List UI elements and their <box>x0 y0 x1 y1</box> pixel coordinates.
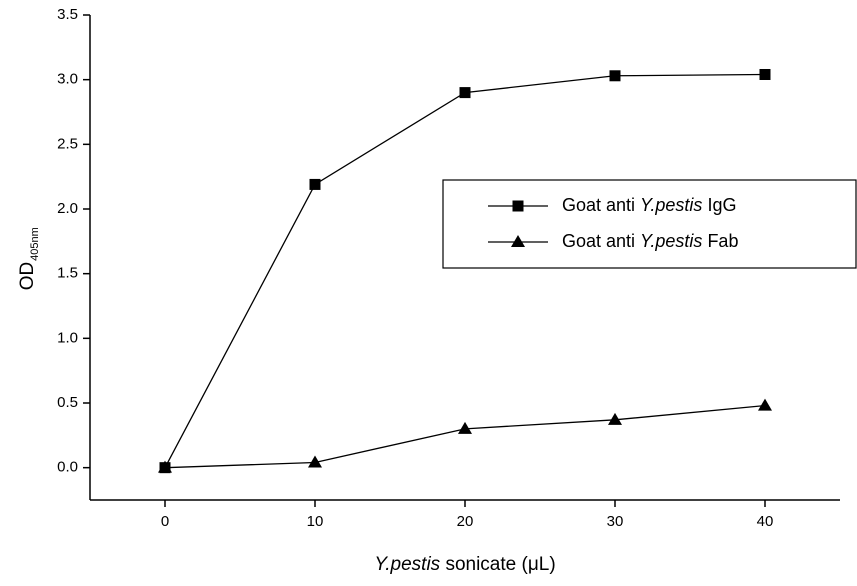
legend-box <box>442 179 857 269</box>
marker-triangle <box>308 455 322 468</box>
legend-label: Goat anti Y.pestis Fab <box>562 231 738 251</box>
marker-square <box>309 178 321 190</box>
y-tick-label: 1.0 <box>57 329 78 346</box>
y-tick-label: 2.0 <box>57 200 78 217</box>
series-line <box>164 404 766 469</box>
y-tick-label: 2.5 <box>57 135 78 152</box>
y-axis-label-subscript: 405nm <box>29 227 41 261</box>
x-tick-label: 0 <box>161 513 169 530</box>
series-line <box>164 73 766 468</box>
y-tick-label: 3.0 <box>57 71 78 88</box>
x-tick-label: 20 <box>457 513 474 530</box>
marker-triangle <box>758 398 772 411</box>
y-axis-label-main: OD <box>17 262 38 291</box>
marker-triangle <box>608 412 622 425</box>
marker-square <box>609 70 621 82</box>
x-tick-label: 30 <box>607 513 624 530</box>
y-tick-label: 0.5 <box>57 394 78 411</box>
x-axis-label: Y.pestis sonicate (μL) <box>374 554 555 575</box>
marker-triangle <box>458 421 472 434</box>
marker-square <box>759 68 771 80</box>
y-tick-label: 3.5 <box>57 6 78 23</box>
marker-square <box>459 87 471 99</box>
legend-marker <box>512 200 524 212</box>
legend-label: Goat anti Y.pestis IgG <box>562 195 736 215</box>
y-tick-label: 0.0 <box>57 459 78 476</box>
x-tick-label: 10 <box>307 513 324 530</box>
y-tick-label: 1.5 <box>57 265 78 282</box>
y-axis-label: OD 405nm <box>17 227 41 290</box>
legend-marker <box>511 235 525 247</box>
marker-triangle <box>158 460 172 473</box>
x-tick-label: 40 <box>757 513 774 530</box>
